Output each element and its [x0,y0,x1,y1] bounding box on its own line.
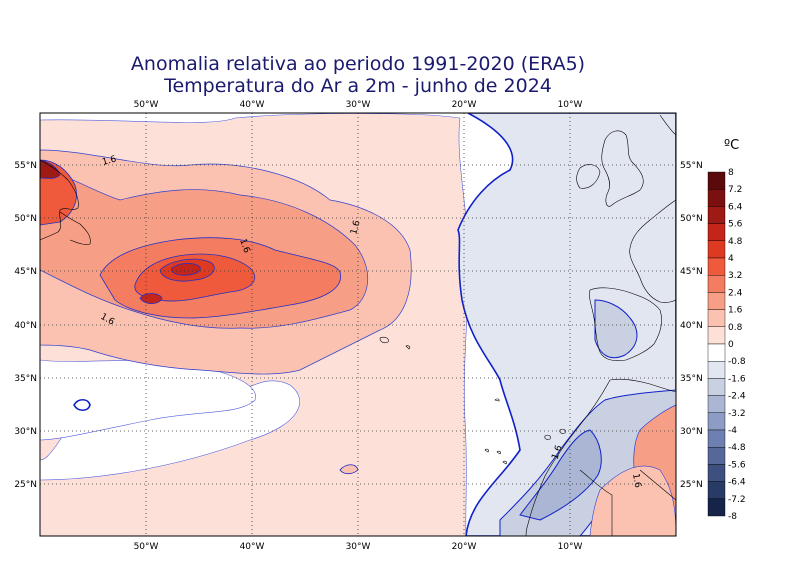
colorbar-bin [708,258,725,275]
colorbar-bin [708,224,725,241]
colorbar-tick-label: -7.2 [728,495,746,505]
colorbar-bin [708,344,725,361]
colorbar-bin [708,206,725,223]
colorbar-tick-label: 6.4 [728,202,743,212]
lat-label: 45°N [14,267,37,277]
colorbar-tick-label: 1.6 [728,306,743,316]
lon-label: 30°W [346,542,371,552]
lon-label: 30°W [346,100,371,110]
colorbar-tick-label: 4.8 [728,237,743,247]
lat-label: 50°N [680,214,703,224]
colorbar-bin [708,499,725,516]
colorbar-tick-label: 2.4 [728,288,743,298]
colorbar-tick-label: 5.6 [728,220,743,230]
lon-label: 20°W [452,542,477,552]
colorbar-tick-label: -5.6 [728,460,746,470]
lat-label: 55°N [14,161,37,171]
colorbar-tick-label: -4 [728,426,737,436]
colorbar-tick-label: -6.4 [728,478,746,488]
lat-label: 30°N [14,427,37,437]
lon-label: 50°W [134,542,159,552]
colorbar-tick-label: -1.6 [728,374,746,384]
lat-label: 35°N [14,374,37,384]
lon-label: 20°W [452,100,477,110]
colorbar-bin [708,464,725,481]
lat-label: 45°N [680,267,703,277]
colorbar-tick-label: 3.2 [728,271,742,281]
colorbar-unit: ºC [724,138,739,153]
lat-labels-left: 55°N 50°N 45°N 40°N 35°N 30°N 25°N [14,161,37,490]
lat-label: 40°N [14,321,37,331]
map-canvas: 1.6 1.6 1.6 1.6 1.6 1.6 50°W 40°W 30°W 2… [0,0,800,566]
colorbar-bin [708,430,725,447]
colorbar-tick-label: -4.8 [728,443,746,453]
colorbar-bin [708,482,725,499]
colorbar-tick-label: -0.8 [728,357,746,367]
lat-labels-right: 55°N 50°N 45°N 40°N 35°N 30°N 25°N [680,161,703,490]
colorbar-bin [708,292,725,309]
colorbar: 8 7.2 6.4 5.6 4.8 4 3.2 2.4 1.6 0.8 0 -0.8 -1.6 -2.4 -… [708,168,746,522]
colorbar-bin [708,447,725,464]
lon-label: 10°W [558,100,583,110]
colorbar-tick-label: 0.8 [728,323,743,333]
colorbar-tick-label: -3.2 [728,409,746,419]
lat-label: 40°N [680,321,703,331]
lat-label: 30°N [680,427,703,437]
colorbar-bin [708,310,725,327]
lon-labels-top: 50°W 40°W 30°W 20°W 10°W [134,100,583,110]
lat-label: 55°N [680,161,703,171]
lon-label: 10°W [558,542,583,552]
colorbar-bin [708,378,725,395]
colorbar-tick-label: 8 [728,168,734,178]
colorbar-bin [708,327,725,344]
lat-label: 50°N [14,214,37,224]
colorbar-bin [708,413,725,430]
colorbar-bin [708,396,725,413]
colorbar-tick-label: 4 [728,254,734,264]
lat-label: 35°N [680,374,703,384]
colorbar-tick-label: -8 [728,512,737,522]
lon-label: 40°W [240,100,265,110]
colorbar-tick-label: -2.4 [728,392,746,402]
colorbar-tick-label: 0 [728,340,734,350]
lon-labels-bottom: 50°W 40°W 30°W 20°W 10°W [134,542,583,552]
anomaly-field: 1.6 1.6 1.6 1.6 1.6 1.6 [40,113,676,536]
lon-label: 50°W [134,100,159,110]
colorbar-bin [708,241,725,258]
colorbar-bin [708,172,725,189]
lat-label: 25°N [680,480,703,490]
colorbar-bin [708,361,725,378]
lat-label: 25°N [14,480,37,490]
colorbar-tick-label: 7.2 [728,185,742,195]
colorbar-bin [708,275,725,292]
colorbar-bin [708,189,725,206]
lon-label: 40°W [240,542,265,552]
